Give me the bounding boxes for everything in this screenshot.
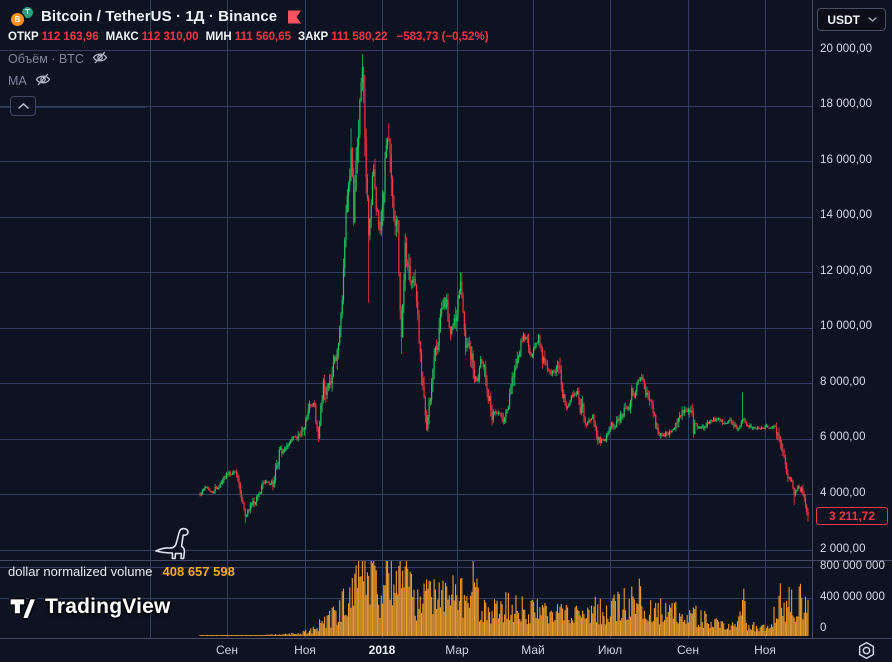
hidden-indicator-line	[0, 107, 146, 108]
volume-tick-label: 800 000 000	[820, 559, 886, 572]
eye-off-icon[interactable]	[92, 51, 108, 67]
time-tick-label: Ноя	[294, 643, 316, 657]
indicator-row-volume[interactable]: Объём · BTC	[8, 51, 108, 67]
time-tick-label: Сен	[677, 643, 699, 657]
symbol-title-row[interactable]: T B Bitcoin / TetherUS · 1Д · Binance	[8, 7, 302, 26]
currency-dropdown-button[interactable]: USDT	[817, 8, 886, 31]
price-tick-label: 12 000,00	[820, 264, 873, 277]
price-tick-label: 14 000,00	[820, 209, 873, 222]
time-tick-label: Май	[521, 643, 545, 657]
ohlc-row: ОТКР 112 163,96 МАКС 112 310,00 МИН 111 …	[8, 31, 489, 43]
time-tick-label: Сен	[216, 643, 238, 657]
price-tick-label: 4 000,00	[820, 486, 866, 499]
ma-indicator-label: MA	[8, 74, 27, 88]
dinosaur-icon	[153, 523, 193, 568]
time-scale[interactable]: Сен Ноя 2018 Мар Май Июл Сен Ноя	[0, 638, 892, 662]
bitcoin-logo-icon: B	[11, 13, 24, 26]
chevron-up-icon	[17, 103, 29, 109]
tether-logo-icon: T	[22, 7, 33, 18]
volume-pane-legend[interactable]: dollar normalized volume 408 657 598	[8, 564, 235, 579]
last-price-label: 3 211,72	[816, 507, 888, 526]
price-tick-label: 10 000,00	[820, 320, 873, 333]
time-tick-label: Ноя	[754, 643, 776, 657]
price-tick-label: 6 000,00	[820, 431, 866, 444]
flag-icon[interactable]	[288, 10, 302, 24]
high-value: 112 310,00	[141, 31, 199, 43]
symbol-pair-logo: T B	[8, 7, 34, 26]
volume-tick-label: 400 000 000	[820, 590, 886, 603]
symbol-title[interactable]: Bitcoin / TetherUS · 1Д · Binance	[41, 8, 278, 25]
price-tick-label: 18 000,00	[820, 98, 873, 111]
price-scale[interactable]: 20 000,00 18 000,00 16 000,00 14 000,00 12 0…	[812, 0, 892, 638]
volume-indicator-label: Объём · BTC	[8, 52, 84, 66]
volume-pane-value: 408 657 598	[162, 564, 235, 579]
close-value: 111 580,22	[331, 31, 388, 43]
low-value: 111 560,65	[234, 31, 292, 43]
legend-collapse-button[interactable]	[10, 96, 36, 116]
chevron-down-icon	[868, 17, 877, 22]
volume-pane-title: dollar normalized volume	[8, 564, 153, 579]
indicator-row-ma[interactable]: MA	[8, 73, 51, 89]
eye-off-icon[interactable]	[35, 73, 51, 89]
time-tick-year-label: 2018	[368, 643, 396, 657]
tradingview-watermark[interactable]: TradingView	[8, 592, 171, 622]
price-tick-label: 20 000,00	[820, 42, 873, 55]
low-label: МИН	[205, 31, 232, 43]
price-tick-label: 2 000,00	[820, 542, 866, 555]
change-value: −583,73 (−0,52%)	[396, 31, 489, 43]
tradingview-logo-icon	[8, 592, 38, 622]
time-scale-settings-gear-icon[interactable]	[857, 641, 876, 660]
price-tick-label: 16 000,00	[820, 153, 873, 166]
close-label: ЗАКР	[298, 31, 329, 43]
tradingview-brand-text: TradingView	[45, 595, 171, 618]
volume-tick-label: 0	[820, 621, 827, 634]
time-tick-label: Июл	[597, 643, 623, 657]
high-label: МАКС	[105, 31, 139, 43]
open-value: 112 163,96	[41, 31, 99, 43]
time-tick-label: Мар	[445, 643, 469, 657]
price-tick-label: 8 000,00	[820, 375, 866, 388]
currency-label: USDT	[827, 12, 860, 27]
open-label: ОТКР	[8, 31, 39, 43]
